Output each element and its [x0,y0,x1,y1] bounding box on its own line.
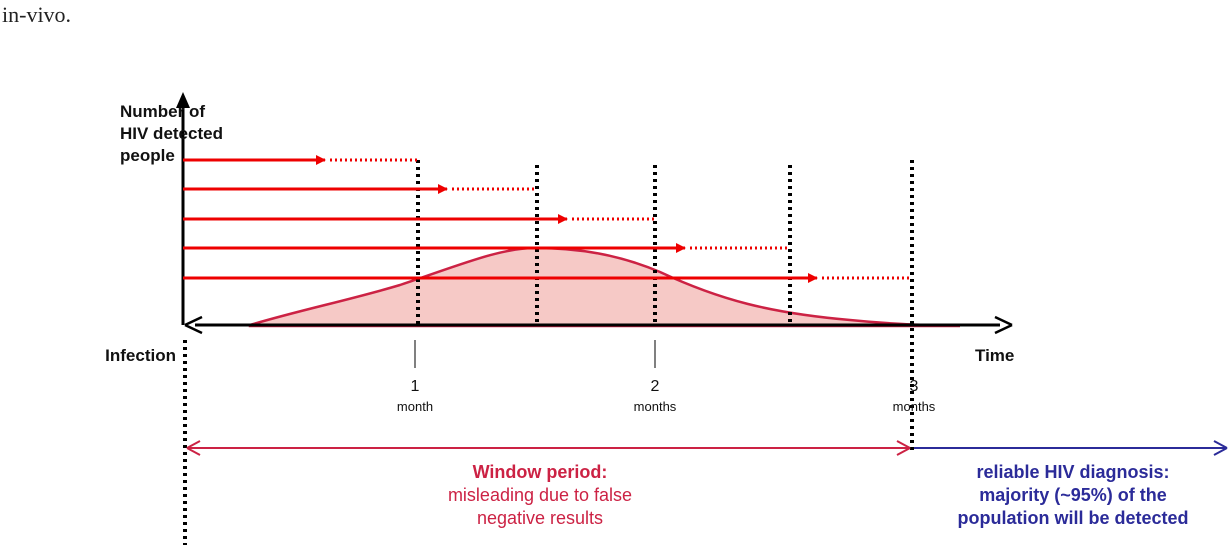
period-arrows [186,440,1228,456]
tick-number: 1 [411,378,420,395]
axis-label: people [120,146,175,165]
window-text: negative results [477,508,603,528]
axis-label: Time [975,346,1014,365]
tick-unit: months [634,399,677,414]
origin-label: Infection [105,346,176,365]
dotted-lines [183,160,914,545]
tick-number: 2 [651,378,660,395]
reliable-text: majority (~95%) of the [979,485,1167,505]
axes [176,92,1013,368]
axis-label: HIV detected [120,124,223,143]
paragraph-text: in-vivo. [2,2,72,27]
window-title: Window period: [473,462,608,482]
axis-label: Number of [120,102,205,121]
tick-number: 3 [910,378,919,395]
reliable-text: reliable HIV diagnosis: [976,462,1169,482]
window-text: misleading due to false [448,485,632,505]
distribution-curve [248,246,961,328]
tick-unit: months [893,399,936,414]
reliable-text: population will be detected [957,508,1188,528]
tick-unit: month [397,399,433,414]
test-arrows [183,155,912,283]
